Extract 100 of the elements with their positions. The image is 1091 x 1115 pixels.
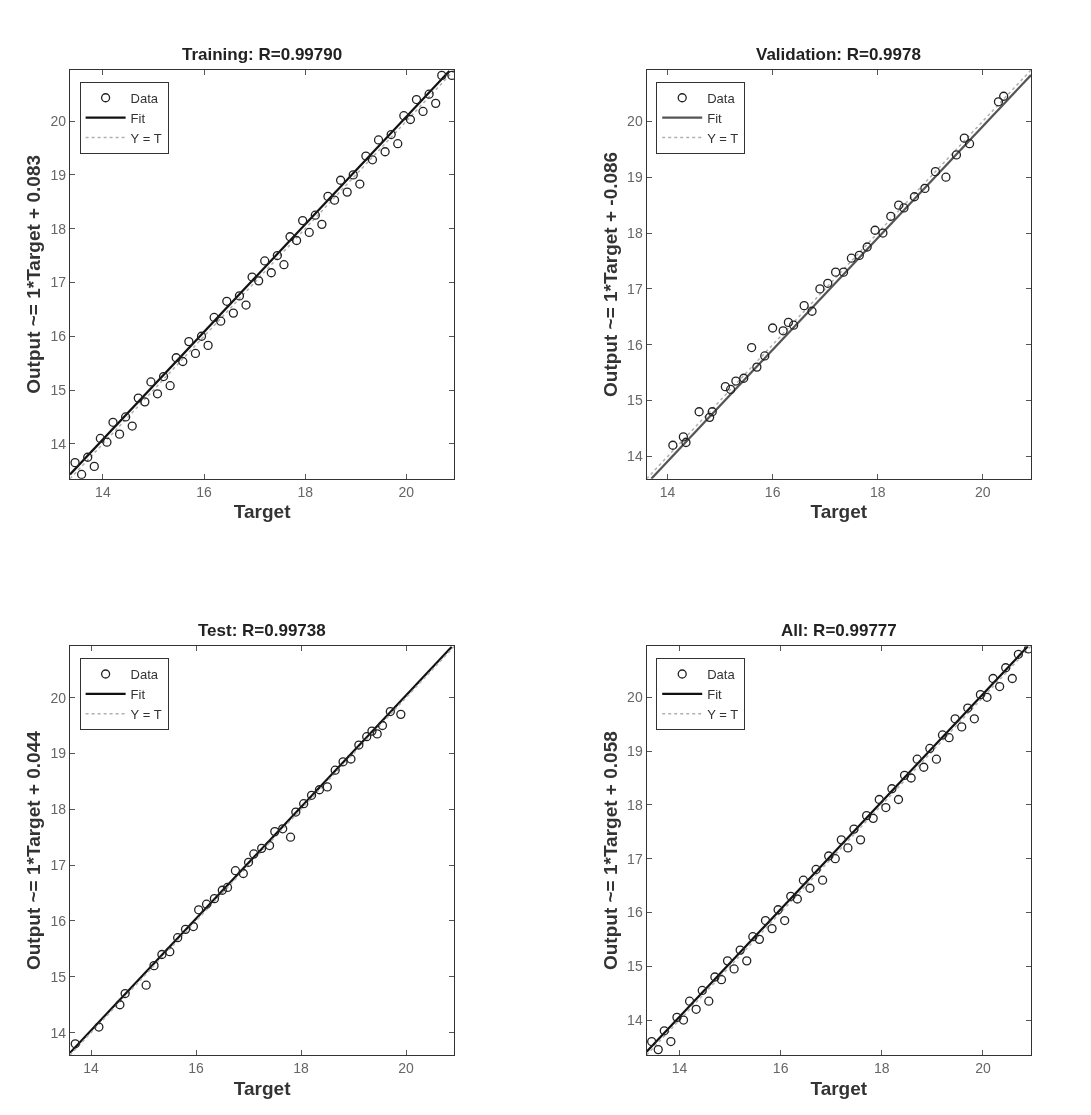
point	[817, 875, 828, 885]
point	[299, 799, 309, 809]
point	[329, 195, 340, 205]
y-tick-label: 20	[627, 113, 643, 130]
legend-label: Fit	[130, 686, 146, 702]
point	[855, 835, 866, 845]
point	[746, 342, 757, 353]
point	[203, 340, 213, 351]
point	[393, 139, 403, 149]
point	[957, 722, 967, 732]
point	[338, 757, 348, 767]
point	[811, 864, 821, 875]
point	[70, 457, 80, 468]
y-tick-label: 15	[627, 958, 643, 975]
point	[222, 296, 232, 306]
point	[194, 905, 204, 915]
point	[234, 291, 245, 301]
point	[216, 316, 226, 326]
point	[697, 985, 707, 996]
point	[824, 851, 834, 861]
point	[184, 336, 194, 347]
point	[931, 754, 942, 764]
point	[735, 945, 745, 955]
point	[243, 857, 254, 867]
point	[815, 284, 825, 294]
point	[196, 331, 207, 341]
point	[89, 461, 99, 472]
point	[799, 301, 809, 311]
point	[424, 89, 434, 99]
point	[672, 1012, 682, 1022]
point	[912, 754, 922, 764]
point	[925, 743, 935, 754]
point	[906, 773, 916, 783]
point	[70, 1039, 80, 1049]
point	[838, 267, 849, 277]
point	[83, 452, 93, 462]
point	[254, 276, 264, 286]
y-tick-label: 19	[627, 169, 643, 186]
point	[418, 106, 428, 117]
point	[969, 714, 979, 724]
point	[823, 278, 833, 288]
point	[317, 219, 327, 230]
point	[377, 720, 388, 731]
point	[862, 242, 872, 252]
y-tick-label: 14	[50, 435, 67, 452]
point	[188, 921, 199, 932]
x-tick-label: 20	[398, 483, 415, 500]
y-tick-label: 16	[50, 328, 67, 345]
point	[1013, 649, 1024, 659]
y-tick-label: 14	[50, 1024, 67, 1041]
point	[993, 97, 1004, 107]
point	[887, 784, 897, 794]
point	[354, 740, 364, 750]
x-tick-label: 14	[659, 483, 676, 500]
legend-label: Y = T	[130, 130, 162, 146]
point	[249, 849, 259, 859]
point	[752, 362, 762, 372]
y-tick-label: 17	[627, 280, 643, 297]
x-tick-label: 20	[975, 1059, 991, 1076]
point	[314, 785, 325, 795]
legend-label: Data	[707, 667, 736, 683]
point	[720, 381, 731, 392]
point	[691, 1004, 701, 1014]
point	[716, 975, 727, 985]
point	[760, 351, 770, 361]
point	[725, 384, 736, 395]
point	[792, 894, 802, 904]
x-tick-label: 18	[297, 483, 314, 500]
point	[367, 726, 377, 736]
point	[678, 1015, 689, 1025]
point	[310, 210, 320, 220]
point	[773, 905, 783, 915]
point	[291, 807, 301, 817]
chart-title: Validation: R=0.9978	[756, 45, 921, 64]
x-tick-label: 16	[764, 483, 781, 500]
point	[373, 135, 384, 145]
point	[1001, 663, 1011, 673]
point	[994, 681, 1005, 692]
x-tick-label: 18	[293, 1059, 310, 1076]
y-tick-label: 17	[50, 857, 67, 874]
point	[647, 1036, 657, 1047]
point	[396, 709, 406, 719]
point	[346, 754, 356, 764]
x-axis-title: Target	[233, 1077, 292, 1099]
legend-label: Fit	[130, 110, 146, 126]
point	[778, 326, 788, 336]
point	[919, 762, 929, 772]
point	[361, 151, 371, 161]
y-axis-title: Output ~= 1*Target + 0.044	[23, 730, 45, 971]
y-axis-title: Output ~= 1*Target + 0.058	[599, 731, 621, 971]
point	[133, 393, 143, 403]
point	[964, 139, 975, 149]
legend-label: Data	[130, 667, 159, 683]
x-tick-label: 16	[772, 1059, 789, 1076]
point	[899, 203, 909, 213]
x-axis-title: Target	[233, 501, 292, 523]
y-tick-label: 16	[627, 336, 643, 353]
point	[149, 961, 159, 971]
point	[843, 843, 853, 853]
point	[959, 133, 969, 143]
